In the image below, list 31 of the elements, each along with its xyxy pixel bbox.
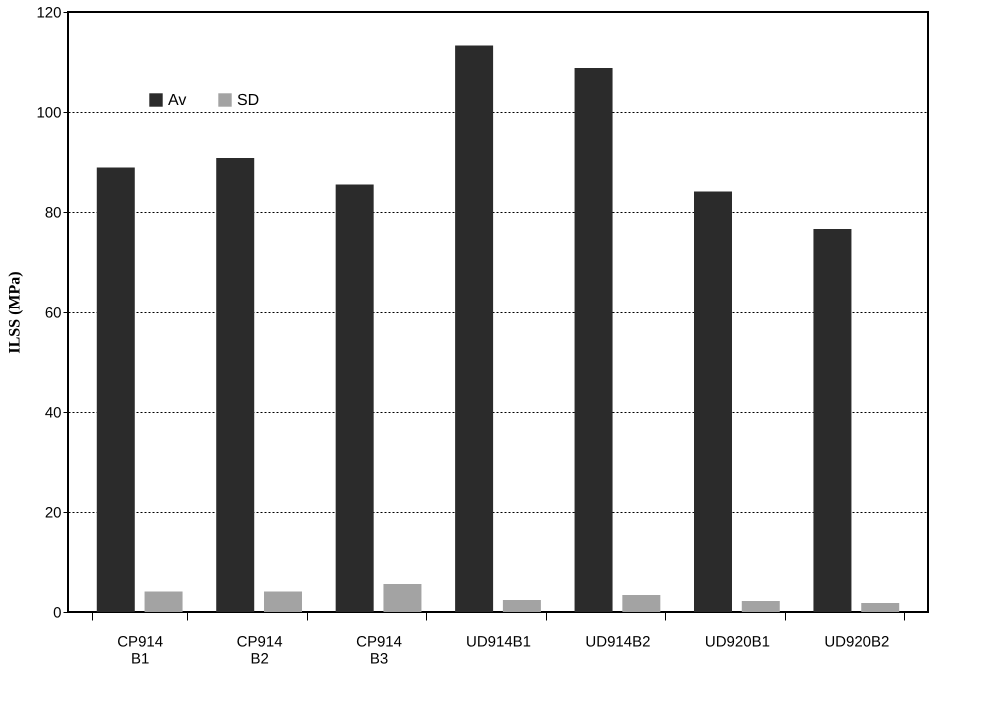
x-tick-label: CP914 B1: [117, 634, 164, 668]
y-tick-label: 80: [44, 204, 62, 222]
x-tick-label: UD920B1: [704, 634, 770, 650]
y-tick-label: 120: [36, 4, 62, 22]
bar: [574, 68, 613, 612]
y-tick-label: 60: [44, 304, 62, 322]
bar: [813, 229, 852, 612]
x-tick-label: CP914 B3: [356, 634, 402, 668]
bar: [96, 168, 135, 612]
bar: [742, 601, 780, 612]
y-tick-label: 0: [53, 604, 62, 622]
bar: [502, 600, 541, 612]
y-axis-title: ILSS (MPa): [6, 271, 24, 354]
x-tick-label: CP914 B2: [236, 634, 283, 668]
x-tick-label: UD920B2: [824, 634, 890, 650]
bar: [861, 603, 900, 612]
bar: [264, 592, 302, 612]
bar: [455, 46, 494, 612]
bar: [144, 592, 183, 612]
y-tick-label: 20: [44, 504, 62, 522]
bar: [216, 158, 254, 612]
bar: [336, 184, 374, 612]
bar: [694, 192, 732, 612]
bar: [622, 595, 660, 612]
x-tick-label: UD914B1: [466, 634, 532, 650]
y-tick-label: 40: [44, 404, 62, 422]
bar: [383, 584, 422, 612]
x-tick-label: UD914B2: [585, 634, 650, 650]
y-tick-label: 100: [36, 104, 62, 122]
legend-label: SD: [237, 92, 260, 109]
legend-label: Av: [168, 92, 186, 109]
